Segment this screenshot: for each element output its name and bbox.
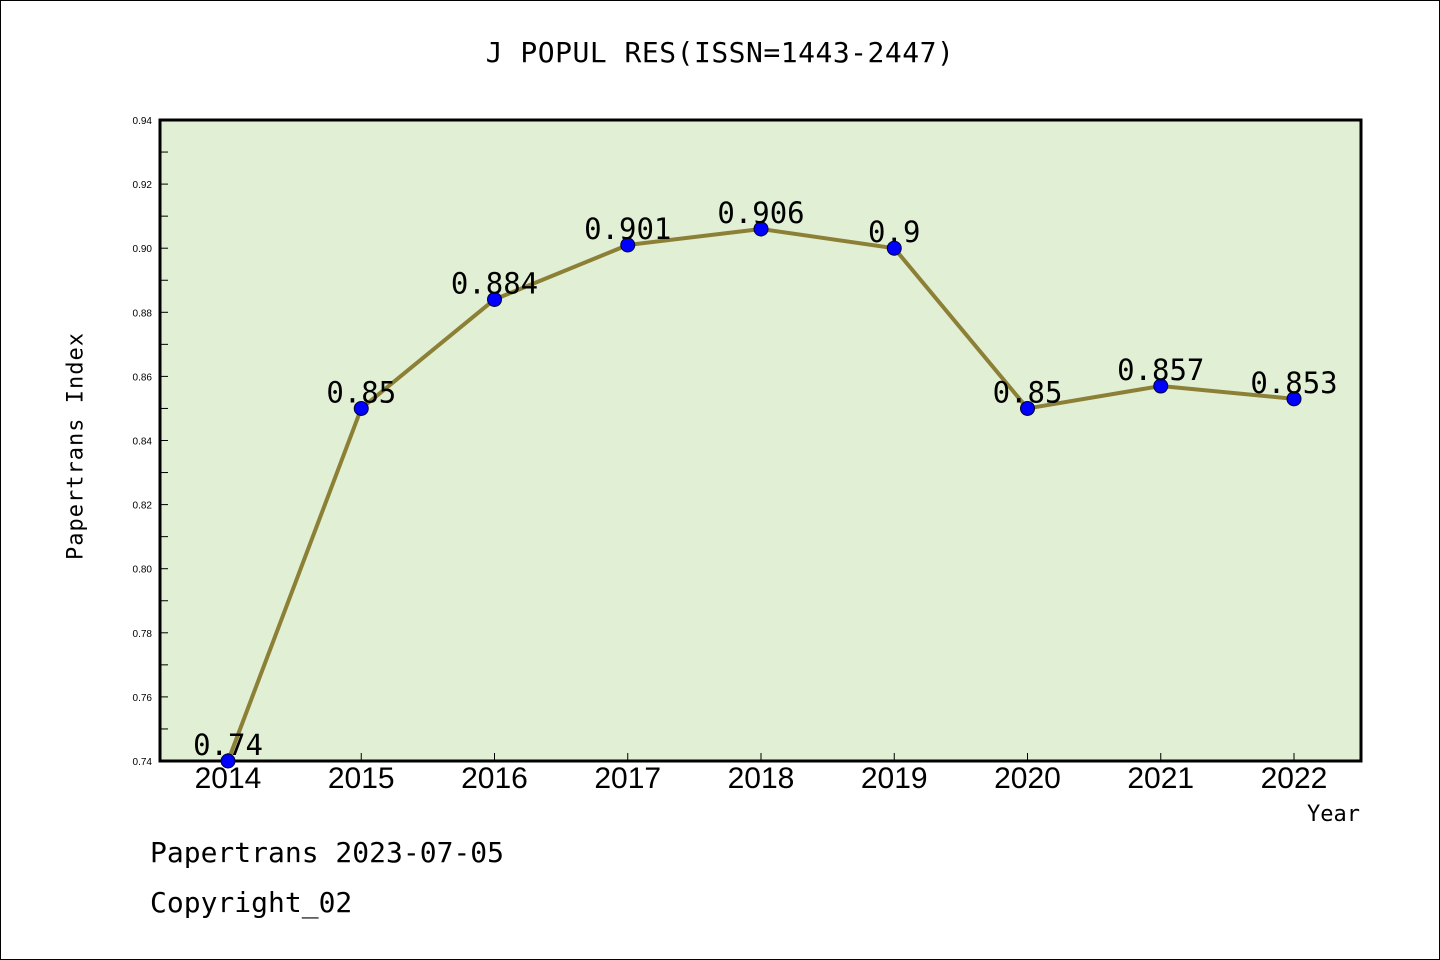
data-point bbox=[886, 240, 902, 256]
x-tick-label: 2019 bbox=[861, 762, 928, 795]
x-tick-label: 2017 bbox=[594, 762, 661, 795]
footer-date: Papertrans 2023-07-05 bbox=[150, 836, 505, 869]
y-tick-label: 0.90 bbox=[133, 244, 153, 255]
x-tick-label: 2021 bbox=[1127, 762, 1194, 795]
y-tick-label: 0.76 bbox=[133, 693, 153, 704]
data-point bbox=[1286, 391, 1302, 407]
footer-copyright: Copyright_02 bbox=[150, 886, 353, 919]
data-point bbox=[1153, 378, 1169, 394]
data-point bbox=[753, 221, 769, 237]
plot-border bbox=[158, 118, 1363, 763]
y-tick-label: 0.88 bbox=[133, 308, 153, 319]
data-label: 0.857 bbox=[1117, 353, 1204, 387]
y-tick-label: 0.74 bbox=[133, 757, 153, 768]
data-point bbox=[1020, 400, 1035, 416]
y-tick-label: 0.92 bbox=[133, 180, 153, 191]
data-label: 0.74 bbox=[193, 728, 263, 762]
data-point bbox=[353, 400, 369, 416]
data-label: 0.85 bbox=[993, 375, 1063, 409]
x-tick-label: 2015 bbox=[328, 762, 395, 795]
y-tick-label: 0.94 bbox=[133, 116, 153, 127]
y-tick-label: 0.80 bbox=[133, 565, 153, 576]
x-tick-label: 2016 bbox=[461, 762, 528, 795]
data-label: 0.906 bbox=[717, 196, 804, 230]
data-point bbox=[620, 237, 636, 253]
x-tick-label: 2022 bbox=[1261, 762, 1328, 795]
y-tick-label: 0.78 bbox=[133, 629, 153, 640]
x-tick-label: 2018 bbox=[728, 762, 795, 795]
data-label: 0.884 bbox=[451, 266, 538, 300]
x-tick-label: 2020 bbox=[994, 762, 1061, 795]
y-tick-label: 0.86 bbox=[133, 372, 153, 383]
x-axis-label: Year bbox=[1307, 802, 1360, 827]
y-tick-label: 0.82 bbox=[133, 501, 153, 512]
data-label: 0.9 bbox=[868, 215, 920, 249]
data-label: 0.85 bbox=[326, 375, 396, 409]
data-point bbox=[487, 291, 502, 307]
data-label: 0.901 bbox=[584, 212, 671, 246]
data-point bbox=[220, 753, 236, 769]
y-tick-label: 0.84 bbox=[133, 437, 153, 448]
chart-title: J POPUL RES(ISSN=1443-2447) bbox=[485, 36, 955, 69]
data-label: 0.853 bbox=[1250, 366, 1337, 400]
